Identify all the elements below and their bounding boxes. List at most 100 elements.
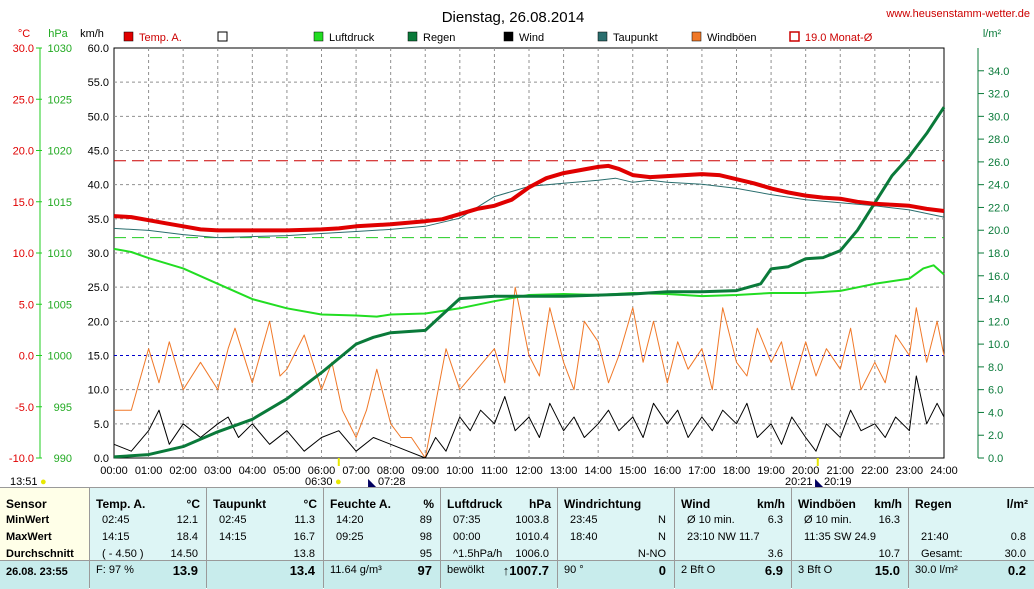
x-tick-label: 21:00 — [826, 465, 854, 476]
row-label-min: MinWert — [6, 514, 50, 526]
rain-tick-label: 24.0 — [988, 180, 1009, 192]
x-tick-label: 03:00 — [204, 465, 232, 476]
gust-title: Windböen — [798, 497, 856, 511]
rain-tick-label: 34.0 — [988, 66, 1009, 78]
dew-foot-right: 13.4 — [289, 563, 315, 578]
x-tick-label: 09:00 — [411, 465, 439, 476]
wind-foot-right: 6.9 — [764, 563, 783, 578]
hum-foot-left: 11.64 g/m³ — [330, 564, 382, 576]
rain-row-right: 0.8 — [1010, 531, 1026, 543]
temp-row-right: 18.4 — [176, 531, 198, 543]
winddir-row-right: N — [658, 514, 666, 526]
winddir-row-left: 23:45 — [570, 514, 598, 526]
footer-strip — [207, 560, 323, 589]
legend-swatch — [123, 31, 134, 42]
clock-label: 13:51 — [10, 476, 38, 488]
wind-row-right: 3.6 — [767, 548, 783, 560]
x-tick-label: 08:00 — [377, 465, 405, 476]
legend-label: Wind — [519, 32, 544, 44]
press-row-right: 1010.4 — [515, 531, 549, 543]
sun-markers — [337, 458, 819, 466]
pressure-tick-label: 995 — [54, 402, 72, 414]
press-foot-left: bewölkt — [447, 564, 485, 576]
x-tick-label: 07:00 — [342, 465, 370, 476]
unit-temp: °C — [18, 28, 30, 40]
legend-swatch — [407, 31, 418, 42]
footer-strip — [0, 560, 89, 589]
rain-tick-label: 10.0 — [988, 339, 1009, 351]
hum-row-left: 09:25 — [336, 531, 364, 543]
x-tick-label: 19:00 — [757, 465, 785, 476]
legend-swatch — [597, 31, 608, 42]
rain-tick-label: 6.0 — [988, 385, 1003, 397]
winddir-title: Windrichtung — [564, 497, 642, 511]
moon-icon: ◣ — [368, 477, 377, 489]
summary-table: Sensor MinWert MaxWert Durchschnitt 26.0… — [0, 487, 1034, 589]
x-tick-label: 05:00 — [273, 465, 301, 476]
row-label-max: MaxWert — [6, 531, 52, 543]
x-tick-label: 10:00 — [446, 465, 474, 476]
temp-tick-label: -10.0 — [9, 453, 34, 465]
winddir-column: Windrichtung 23:45 N 18:40 N N-NO 90 ° 0 — [558, 488, 675, 589]
row-label-avg: Durchschnitt — [6, 548, 74, 560]
rain-tick-label: 20.0 — [988, 225, 1009, 237]
site-url[interactable]: www.heusenstamm-wetter.de — [885, 8, 1030, 20]
sun-icon: ● — [335, 476, 342, 488]
weather-chart: Dienstag, 26.08.2014 www.heusenstamm-wet… — [8, 8, 1030, 476]
temp-tick-label: 30.0 — [13, 43, 34, 55]
x-tick-label: 04:00 — [239, 465, 267, 476]
pressure-tick-label: 1025 — [48, 94, 72, 106]
sensor-header: Sensor — [6, 497, 47, 511]
gust-row-right: 10.7 — [878, 548, 900, 560]
x-tick-label: 11:00 — [481, 465, 508, 476]
wind-tick-label: 30.0 — [88, 248, 109, 260]
legend-label: Luftdruck — [329, 32, 375, 44]
press-row-right: 1006.0 — [515, 548, 549, 560]
legend-swatch — [313, 31, 324, 42]
moon-icon: ◣ — [815, 477, 824, 489]
temp-row-left: ( - 4.50 ) — [102, 548, 144, 560]
series-line-windb-en — [114, 286, 945, 459]
temp-tick-label: 5.0 — [19, 299, 34, 311]
wind-column: Wind km/h Ø 10 min. 6.3 23:10 NW 11.7 3.6 2 Bf… — [675, 488, 792, 589]
rain-tick-label: 30.0 — [988, 111, 1009, 123]
series-line-wind — [113, 375, 945, 459]
wind-tick-label: 15.0 — [88, 351, 109, 363]
chart-series — [113, 106, 946, 459]
press-unit: hPa — [528, 497, 551, 511]
dew-row-right: 16.7 — [293, 531, 315, 543]
x-tick-label: 16:00 — [654, 465, 682, 476]
sensor-column: Sensor MinWert MaxWert Durchschnitt 26.0… — [0, 488, 90, 589]
press-column: Luftdruck hPa 07:35 1003.8 00:00 1010.4 ^1.5hP… — [441, 488, 558, 589]
unit-hpa: hPa — [48, 28, 68, 40]
footer-strip — [909, 560, 1034, 589]
dew-row-right: 11.3 — [294, 514, 315, 526]
x-tick-label: 18:00 — [723, 465, 751, 476]
footer-strip — [675, 560, 791, 589]
x-tick-label: 02:00 — [169, 465, 197, 476]
x-tick-label: 14:00 — [584, 465, 612, 476]
temp-tick-label: 15.0 — [13, 197, 34, 209]
gust-foot-right: 15.0 — [874, 563, 900, 578]
wind-row-right: 6.3 — [767, 514, 783, 526]
rain-row-right: 30.0 — [1004, 548, 1026, 560]
sunset-label: 20:21 — [785, 476, 813, 488]
pressure-tick-label: 1000 — [48, 351, 72, 363]
temp-row-right: 12.1 — [176, 514, 198, 526]
wind-title: Wind — [681, 497, 711, 511]
moon-label: 20:19 — [824, 476, 852, 488]
press-foot-right: ↑1007.7 — [502, 563, 549, 578]
series-line-temp-a- — [113, 163, 945, 233]
wind-tick-label: 0.0 — [94, 453, 109, 465]
sun-icon: ● — [40, 476, 47, 488]
x-tick-label: 23:00 — [896, 465, 924, 476]
gust-unit: km/h — [873, 497, 902, 511]
rain-tick-label: 2.0 — [988, 430, 1003, 442]
x-tick-label: 13:00 — [550, 465, 578, 476]
winddir-row-left: 18:40 — [570, 531, 598, 543]
footer-strip — [792, 560, 908, 589]
rain-column: Regen l/m² 21:40 0.8 Gesamt: 30.0 30.0 l/m² 0.2 — [909, 488, 1034, 589]
chart-title: Dienstag, 26.08.2014 — [442, 9, 585, 26]
dew-row-left: 02:45 — [219, 514, 247, 526]
rain-tick-label: 14.0 — [988, 294, 1009, 306]
